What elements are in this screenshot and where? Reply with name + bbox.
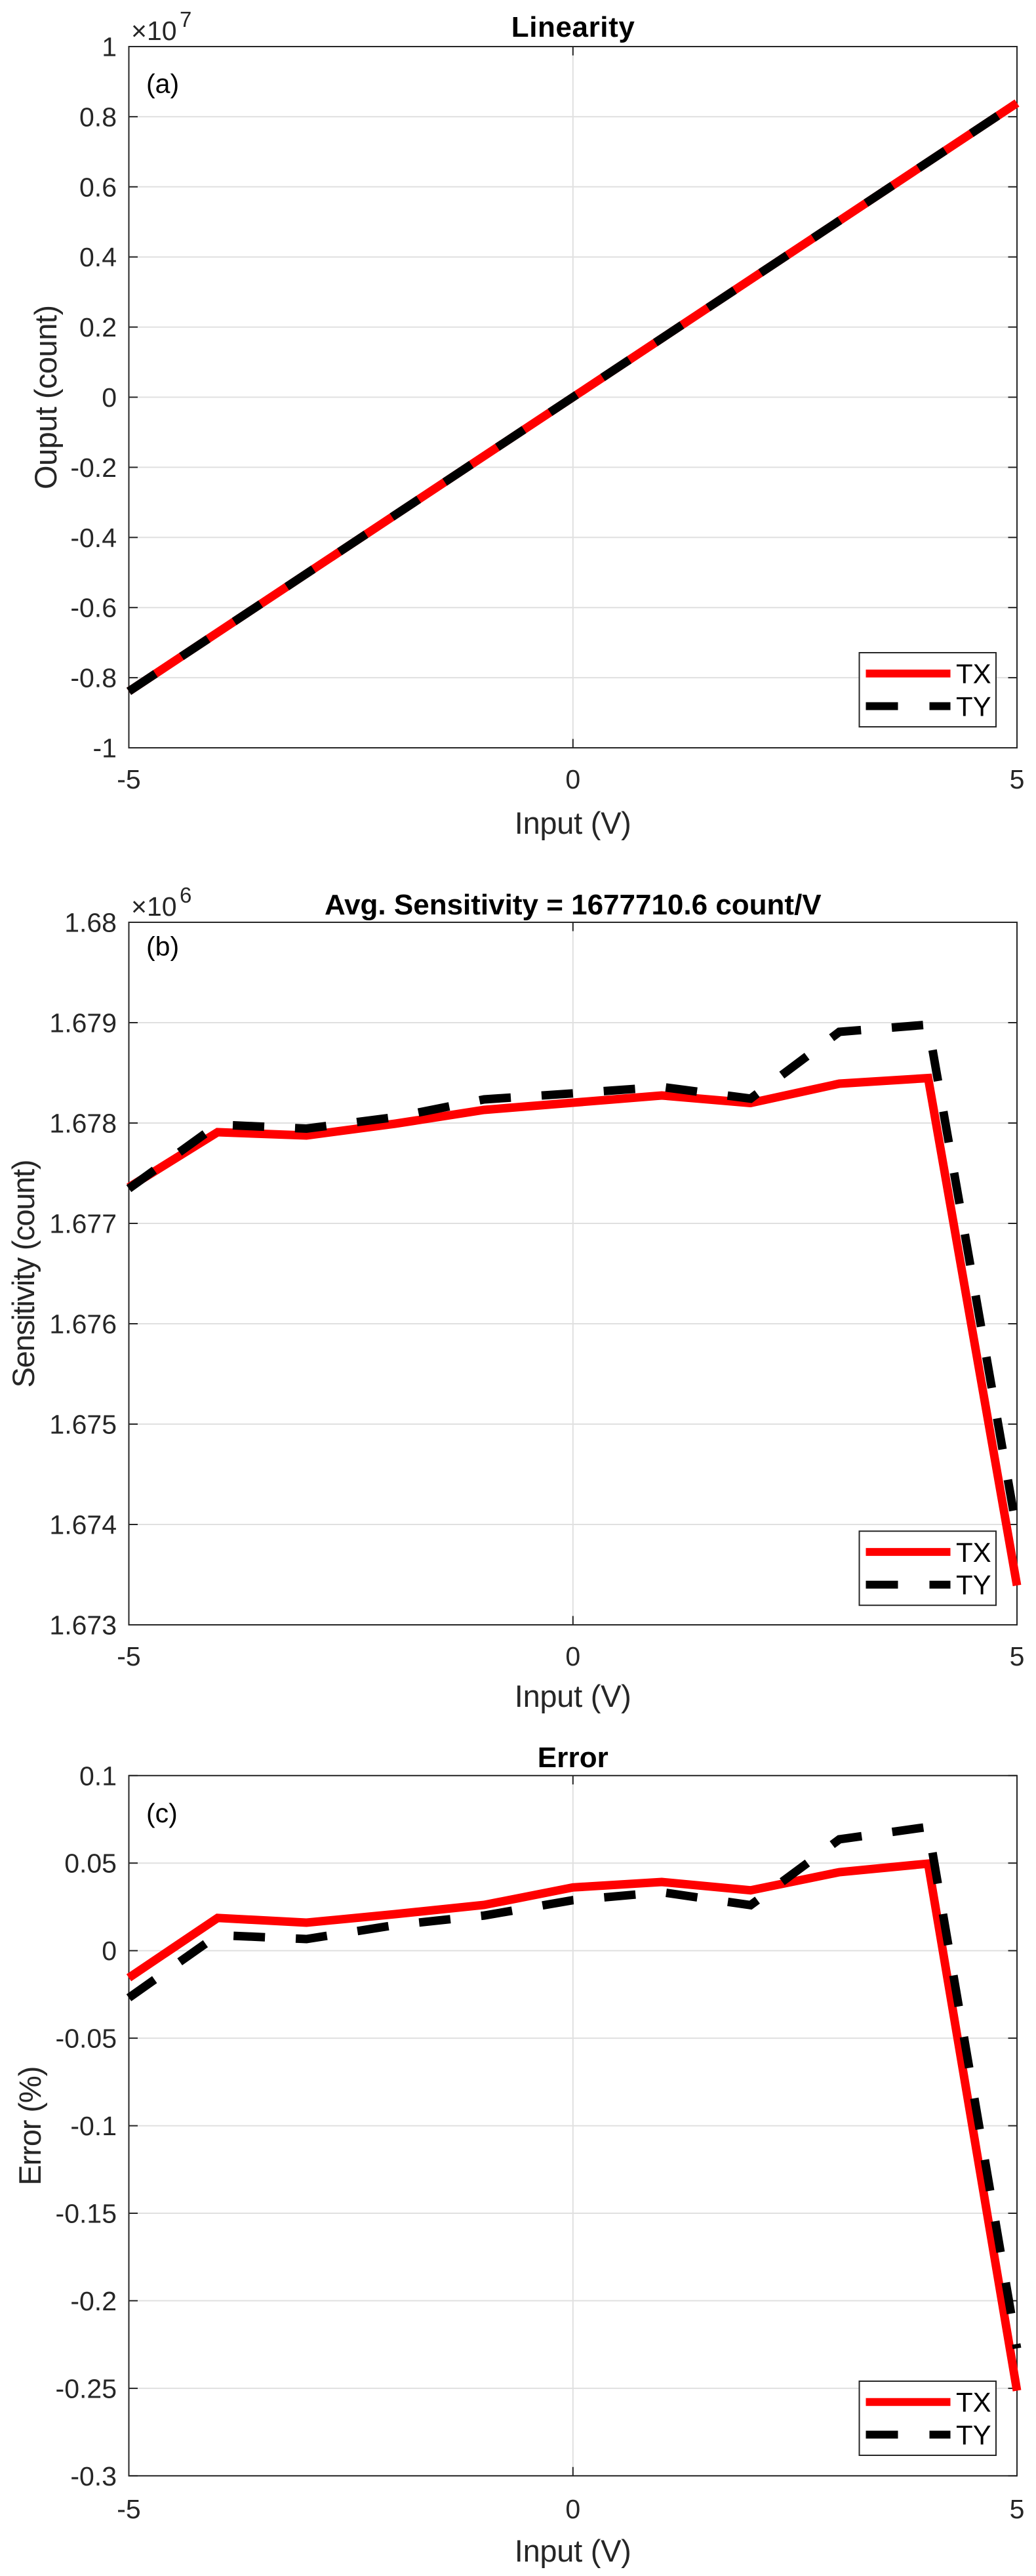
svg-text:0.2: 0.2 (79, 312, 117, 342)
svg-text:-5: -5 (117, 2494, 140, 2524)
svg-text:1.68: 1.68 (64, 908, 117, 938)
svg-text:TX: TX (956, 1537, 991, 1568)
svg-text:5: 5 (1010, 1641, 1025, 1671)
svg-text:-0.2: -0.2 (70, 2286, 117, 2316)
svg-text:0.1: 0.1 (79, 1761, 117, 1791)
svg-text:(a): (a) (146, 69, 179, 99)
svg-text:TX: TX (956, 2387, 991, 2418)
svg-text:0: 0 (102, 1936, 117, 1966)
svg-text:-0.2: -0.2 (70, 453, 117, 483)
svg-text:(c): (c) (146, 1798, 178, 1828)
svg-text:Input (V): Input (V) (515, 1679, 631, 1713)
svg-text:Input (V): Input (V) (515, 806, 631, 840)
svg-text:5: 5 (1010, 2494, 1025, 2524)
svg-text:6: 6 (180, 883, 191, 907)
svg-text:-1: -1 (93, 733, 117, 764)
svg-text:1: 1 (102, 32, 117, 62)
svg-text:0.8: 0.8 (79, 102, 117, 132)
svg-text:1.677: 1.677 (49, 1209, 117, 1239)
svg-text:TY: TY (956, 2420, 991, 2451)
svg-text:TX: TX (956, 659, 991, 689)
svg-text:7: 7 (180, 7, 191, 31)
svg-text:-0.3: -0.3 (70, 2461, 117, 2491)
svg-text:1.673: 1.673 (49, 1610, 117, 1641)
svg-text:0: 0 (565, 764, 580, 794)
svg-text:1.679: 1.679 (49, 1008, 117, 1038)
svg-text:Linearity: Linearity (511, 11, 635, 43)
svg-text:1.675: 1.675 (49, 1410, 117, 1440)
svg-text:(b): (b) (146, 931, 179, 962)
svg-text:-0.8: -0.8 (70, 663, 117, 693)
svg-text:-5: -5 (117, 764, 140, 794)
svg-text:0.4: 0.4 (79, 242, 117, 272)
svg-text:0: 0 (102, 382, 117, 413)
svg-text:Sensitivity (count): Sensitivity (count) (6, 1160, 41, 1388)
svg-text:×10: ×10 (131, 891, 177, 922)
svg-text:-0.1: -0.1 (70, 2111, 117, 2141)
svg-text:1.676: 1.676 (49, 1309, 117, 1339)
svg-text:-0.15: -0.15 (56, 2199, 117, 2229)
svg-text:-0.25: -0.25 (56, 2373, 117, 2403)
svg-text:Error (%): Error (%) (12, 2066, 47, 2186)
svg-text:Avg. Sensitivity = 1677710.6 c: Avg. Sensitivity = 1677710.6 count/V (325, 889, 822, 921)
svg-text:1.678: 1.678 (49, 1109, 117, 1139)
svg-text:0: 0 (565, 1641, 580, 1671)
svg-text:TY: TY (956, 1570, 991, 1601)
svg-text:0.05: 0.05 (64, 1849, 117, 1879)
svg-text:0.6: 0.6 (79, 172, 117, 202)
svg-text:-0.6: -0.6 (70, 593, 117, 623)
svg-text:Error: Error (538, 1742, 608, 1774)
svg-text:1.674: 1.674 (49, 1510, 117, 1540)
svg-text:0: 0 (565, 2494, 580, 2524)
svg-text:-5: -5 (117, 1641, 140, 1671)
svg-text:Ouput (count): Ouput (count) (28, 305, 63, 489)
svg-text:TY: TY (956, 691, 991, 722)
svg-text:Input (V): Input (V) (515, 2533, 631, 2568)
svg-text:5: 5 (1010, 764, 1025, 794)
svg-text:-0.05: -0.05 (56, 2024, 117, 2054)
svg-text:-0.4: -0.4 (70, 523, 117, 553)
svg-text:×10: ×10 (131, 16, 177, 46)
